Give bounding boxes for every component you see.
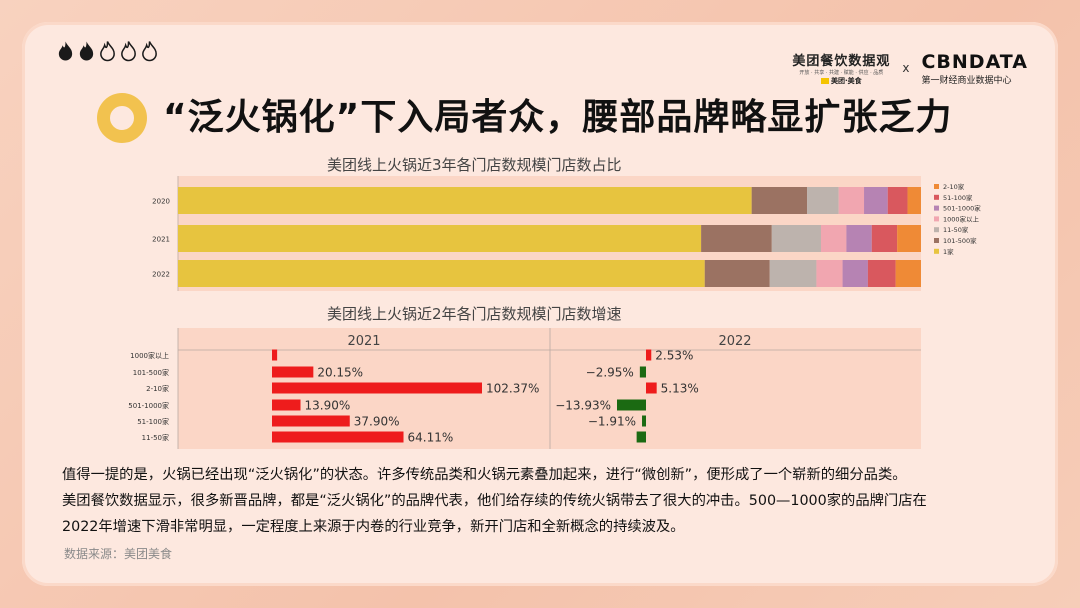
cbndata-subtitle: 第一财经商业数据中心 bbox=[921, 75, 1012, 86]
chart2-data-label: −13.93% bbox=[555, 399, 611, 413]
brand-logos: 美团餐饮数据观 开放 · 共享 · 共建 · 赋能 · 供应 · 品质 美团·美… bbox=[792, 50, 1028, 86]
chart1-title: 美团线上火锅近3年各门店数规模门店数占比 bbox=[327, 156, 622, 174]
meituan-title: 美团餐饮数据观 bbox=[792, 54, 891, 69]
chart1-bar-segment bbox=[897, 225, 921, 252]
chart1-legend-label: 101-500家 bbox=[943, 236, 977, 245]
chart2-panel-title: 2022 bbox=[718, 334, 751, 349]
chart1-bar-segment bbox=[704, 260, 770, 287]
chart2-data-label: −2.95% bbox=[586, 366, 634, 380]
chart1-bar-segment bbox=[178, 260, 705, 287]
chart1-bar-segment bbox=[178, 187, 752, 214]
meituan-subtitle: 开放 · 共享 · 共建 · 赋能 · 供应 · 品质 bbox=[799, 70, 884, 76]
cbndata-logo: CBNDATA 第一财经商业数据中心 bbox=[921, 51, 1028, 86]
flame-icon-outline bbox=[121, 41, 136, 62]
chart1-legend-label: 1000家以上 bbox=[943, 214, 980, 223]
chart1-bar-segment bbox=[867, 260, 896, 287]
meituan-logo-text: 美团·美食 bbox=[831, 77, 862, 85]
chart2-bar-2021 bbox=[272, 399, 301, 411]
cbndata-title: CBNDATA bbox=[921, 50, 1028, 73]
chart1-bar-segment bbox=[820, 225, 847, 252]
brand-separator: x bbox=[902, 61, 910, 75]
chart2-bar-2021 bbox=[272, 431, 404, 443]
chart1-legend-swatch bbox=[934, 216, 939, 222]
chart1-category-label: 2020 bbox=[152, 198, 170, 206]
flame-icon-filled bbox=[79, 41, 94, 61]
chart1-legend-swatch bbox=[934, 184, 939, 189]
chart1-legend-label: 51-100家 bbox=[943, 193, 973, 202]
paragraph-line: 2022年增速下滑非常明显，一定程度上来源于内卷的行业竞争，新开门店和全新概念的… bbox=[62, 519, 685, 535]
chart2-title: 美团线上火锅近2年各门店数规模门店数增速 bbox=[327, 305, 622, 323]
title-ring-icon bbox=[97, 93, 147, 143]
meituan-badge-icon bbox=[821, 78, 830, 84]
chart1-category-label: 2021 bbox=[152, 236, 170, 244]
flame-icon-outline bbox=[142, 41, 157, 62]
chart2-category-label: 11-50家 bbox=[142, 433, 169, 442]
page-title: “泛火锅化”下入局者众，腰部品牌略显扩张乏力 bbox=[163, 97, 953, 138]
chart2-bar-2022 bbox=[646, 349, 652, 361]
chart1-bar-segment bbox=[846, 225, 872, 252]
chart2-bar-2021 bbox=[272, 349, 278, 361]
chart1-bar-segment bbox=[887, 187, 908, 214]
chart2-category-label: 101-500家 bbox=[133, 368, 169, 377]
chart2-data-label: −1.91% bbox=[588, 415, 636, 429]
flame-rating bbox=[56, 40, 159, 62]
chart1-legend-label: 11-50家 bbox=[943, 225, 969, 234]
chart1-bar-segment bbox=[895, 260, 921, 287]
chart2-data-label: 13.90% bbox=[305, 399, 351, 413]
chart1-category-label: 2022 bbox=[152, 271, 170, 279]
meituan-logo: 美团餐饮数据观 开放 · 共享 · 共建 · 赋能 · 供应 · 品质 美团·美… bbox=[792, 50, 890, 86]
paragraph-line: 值得一提的是，火锅已经出现“泛火锅化”的状态。许多传统品类和火锅元素叠加起来，进… bbox=[62, 467, 907, 483]
chart1-bar-segment bbox=[771, 225, 821, 252]
chart1-legend-swatch bbox=[934, 205, 939, 211]
chart1-bar-segment bbox=[701, 225, 772, 252]
chart1-legend-label: 2-10家 bbox=[943, 182, 965, 191]
data-source: 数据来源：美团美食 bbox=[64, 547, 173, 561]
flame-icon-outline bbox=[100, 41, 115, 62]
chart2-panel-title: 2021 bbox=[347, 334, 380, 349]
chart2-category-label: 501-1000家 bbox=[128, 401, 169, 410]
chart2-data-label: 64.11% bbox=[408, 431, 454, 445]
chart1-legend-swatch bbox=[934, 238, 939, 243]
chart1-bar-segment bbox=[769, 260, 817, 287]
chart1-bar-segment bbox=[807, 187, 839, 214]
chart1-bar-segment bbox=[864, 187, 888, 214]
chart1-bar-segment bbox=[816, 260, 843, 287]
flame-icon-filled bbox=[58, 41, 73, 61]
chart2-bar-2022 bbox=[617, 399, 646, 411]
chart1-legend-swatch bbox=[934, 227, 939, 233]
chart1-bar-segment bbox=[907, 187, 921, 214]
chart2-bar-2022 bbox=[639, 366, 646, 378]
chart2-category-label: 51-100家 bbox=[137, 417, 169, 426]
chart2-data-label: 5.13% bbox=[661, 382, 699, 396]
chart2-category-label: 1000家以上 bbox=[130, 351, 169, 360]
chart2-category-label: 2-10家 bbox=[146, 384, 169, 393]
chart2-data-label: 2.53% bbox=[655, 349, 693, 363]
chart1-legend-swatch bbox=[934, 248, 939, 254]
chart1-legend-label: 1家 bbox=[943, 247, 954, 256]
chart1-bar-segment bbox=[842, 260, 868, 287]
chart2-bar-2022 bbox=[642, 415, 646, 427]
chart2-data-label: 102.37% bbox=[486, 382, 539, 396]
chart2-bar-2021 bbox=[272, 415, 350, 427]
chart1-bar-segment bbox=[871, 225, 898, 252]
chart1-bar-segment bbox=[178, 225, 702, 252]
chart1-legend-label: 501-1000家 bbox=[943, 204, 981, 213]
chart2-data-label: 37.90% bbox=[354, 415, 400, 429]
chart2-bar-2021 bbox=[272, 366, 314, 378]
paragraph-line: 美团餐饮数据显示，很多新晋品牌，都是“泛火锅化”的品牌代表，他们给存续的传统火锅… bbox=[62, 493, 927, 509]
chart1-bar-segment bbox=[751, 187, 808, 214]
chart2-data-label: 20.15% bbox=[317, 366, 363, 380]
chart1-bar-segment bbox=[838, 187, 865, 214]
content-card bbox=[22, 22, 1058, 586]
commentary-paragraph: 值得一提的是，火锅已经出现“泛火锅化”的状态。许多传统品类和火锅元素叠加起来，进… bbox=[62, 462, 1037, 540]
chart1-legend-swatch bbox=[934, 194, 939, 200]
chart2-bar-2022 bbox=[646, 382, 657, 394]
chart2-bar-2021 bbox=[272, 382, 482, 394]
chart2-bar-2022 bbox=[636, 431, 646, 443]
